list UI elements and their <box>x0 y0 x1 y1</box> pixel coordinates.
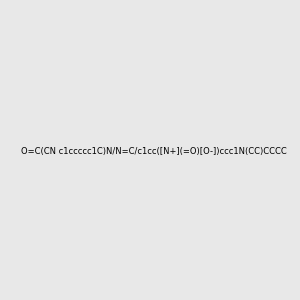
Text: O=C(CN c1ccccc1C)N/N=C/c1cc([N+](=O)[O-])ccc1N(CC)CCCC: O=C(CN c1ccccc1C)N/N=C/c1cc([N+](=O)[O-]… <box>21 147 286 156</box>
